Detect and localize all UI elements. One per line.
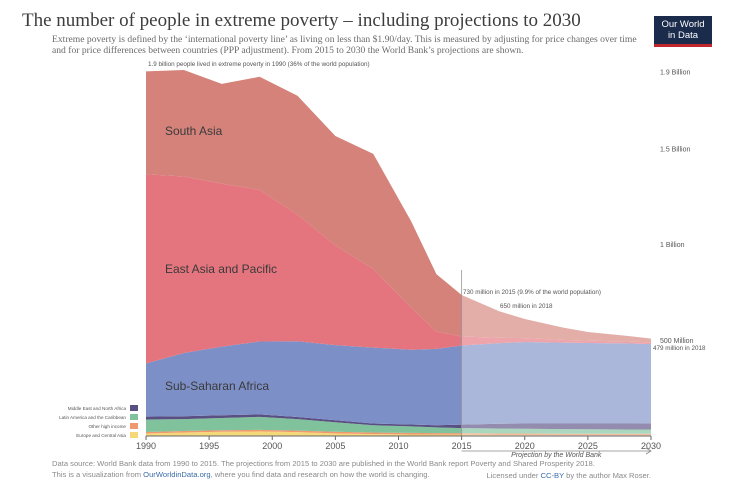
- annotation-1990: 1.9 billion people lived in extreme pove…: [148, 61, 370, 68]
- x-tick-label-1990: 1990: [136, 441, 156, 451]
- x-tick-label-2000: 2000: [262, 441, 282, 451]
- footer-viz: This is a visualization from OurWorldinD…: [52, 470, 430, 479]
- owid-link[interactable]: OurWorldinData.org: [143, 470, 211, 479]
- projection-arrow-icon: [645, 447, 652, 455]
- footer-license: Licensed under CC-BY by the author Max R…: [487, 471, 652, 480]
- owid-logo[interactable]: Our World in Data: [654, 16, 712, 47]
- chart-subtitle: Extreme poverty is defined by the ‘inter…: [52, 34, 637, 56]
- area-east-asia-and-pacific: [146, 174, 651, 364]
- chart-title: The number of people in extreme poverty …: [22, 10, 581, 31]
- x-tick-label-1995: 1995: [199, 441, 219, 451]
- area-latin-america-and-the-caribbean: [146, 416, 651, 434]
- y-tick-label-500: 500 Million: [660, 338, 694, 345]
- x-tick-label-2010: 2010: [388, 441, 408, 451]
- area-other-high-income: [146, 429, 651, 436]
- area-sub-saharan-africa: [146, 341, 651, 426]
- legend-swatch-1: [130, 414, 138, 420]
- x-tick-label-2025: 2025: [578, 441, 598, 451]
- x-tick-label-2005: 2005: [325, 441, 345, 451]
- legend-label-0: Middle East and North Africa: [68, 406, 127, 411]
- footer-viz-prefix: This is a visualization from: [52, 470, 144, 479]
- region-label-sub-saharan-africa: Sub-Saharan Africa: [165, 379, 269, 393]
- annotation-2030: 479 million in 2018: [653, 345, 706, 352]
- logo-line-2: in Data: [667, 30, 699, 41]
- logo-red-bar: [654, 44, 712, 47]
- y-tick-label-1900: 1.9 Billion: [660, 70, 690, 77]
- legend-swatch-2: [130, 423, 138, 429]
- legend-swatch-0: [130, 405, 138, 411]
- legend-label-1: Latin America and the Caribbean: [59, 415, 126, 420]
- area-europe-and-central-asia: [146, 431, 651, 436]
- logo-line-1: Our World: [661, 19, 705, 30]
- region-label-east-asia-and-pacific: East Asia and Pacific: [165, 262, 277, 276]
- x-tick-label-2030: 2030: [641, 441, 661, 451]
- legend-label-3: Europe and Central Asia: [76, 433, 126, 438]
- legend-label-2: Other high income: [88, 424, 126, 429]
- license-suffix: by the author Max Roser.: [564, 471, 651, 480]
- x-tick-label-2015: 2015: [452, 441, 472, 451]
- area-middle-east-and-north-africa: [146, 414, 651, 430]
- footer-source: Data source: World Bank data from 1990 t…: [52, 459, 595, 468]
- legend-swatch-3: [130, 432, 138, 438]
- y-tick-label-1500: 1.5 Billion: [660, 146, 690, 153]
- area-south-asia: [146, 70, 651, 343]
- cc-by-link[interactable]: CC-BY: [540, 471, 565, 480]
- projection-label: Projection by the World Bank: [511, 452, 602, 459]
- region-label-south-asia: South Asia: [165, 124, 223, 138]
- footer-viz-suffix: , where you find data and research on ho…: [210, 470, 430, 479]
- y-tick-label-1000: 1 Billion: [660, 242, 685, 249]
- annotation-2018: 650 million in 2018: [500, 303, 553, 310]
- license-prefix: Licensed under: [486, 471, 541, 480]
- annotation-2015: 730 million in 2015 (9.9% of the world p…: [463, 289, 601, 296]
- x-tick-label-2020: 2020: [515, 441, 535, 451]
- projection-overlay: [461, 58, 651, 436]
